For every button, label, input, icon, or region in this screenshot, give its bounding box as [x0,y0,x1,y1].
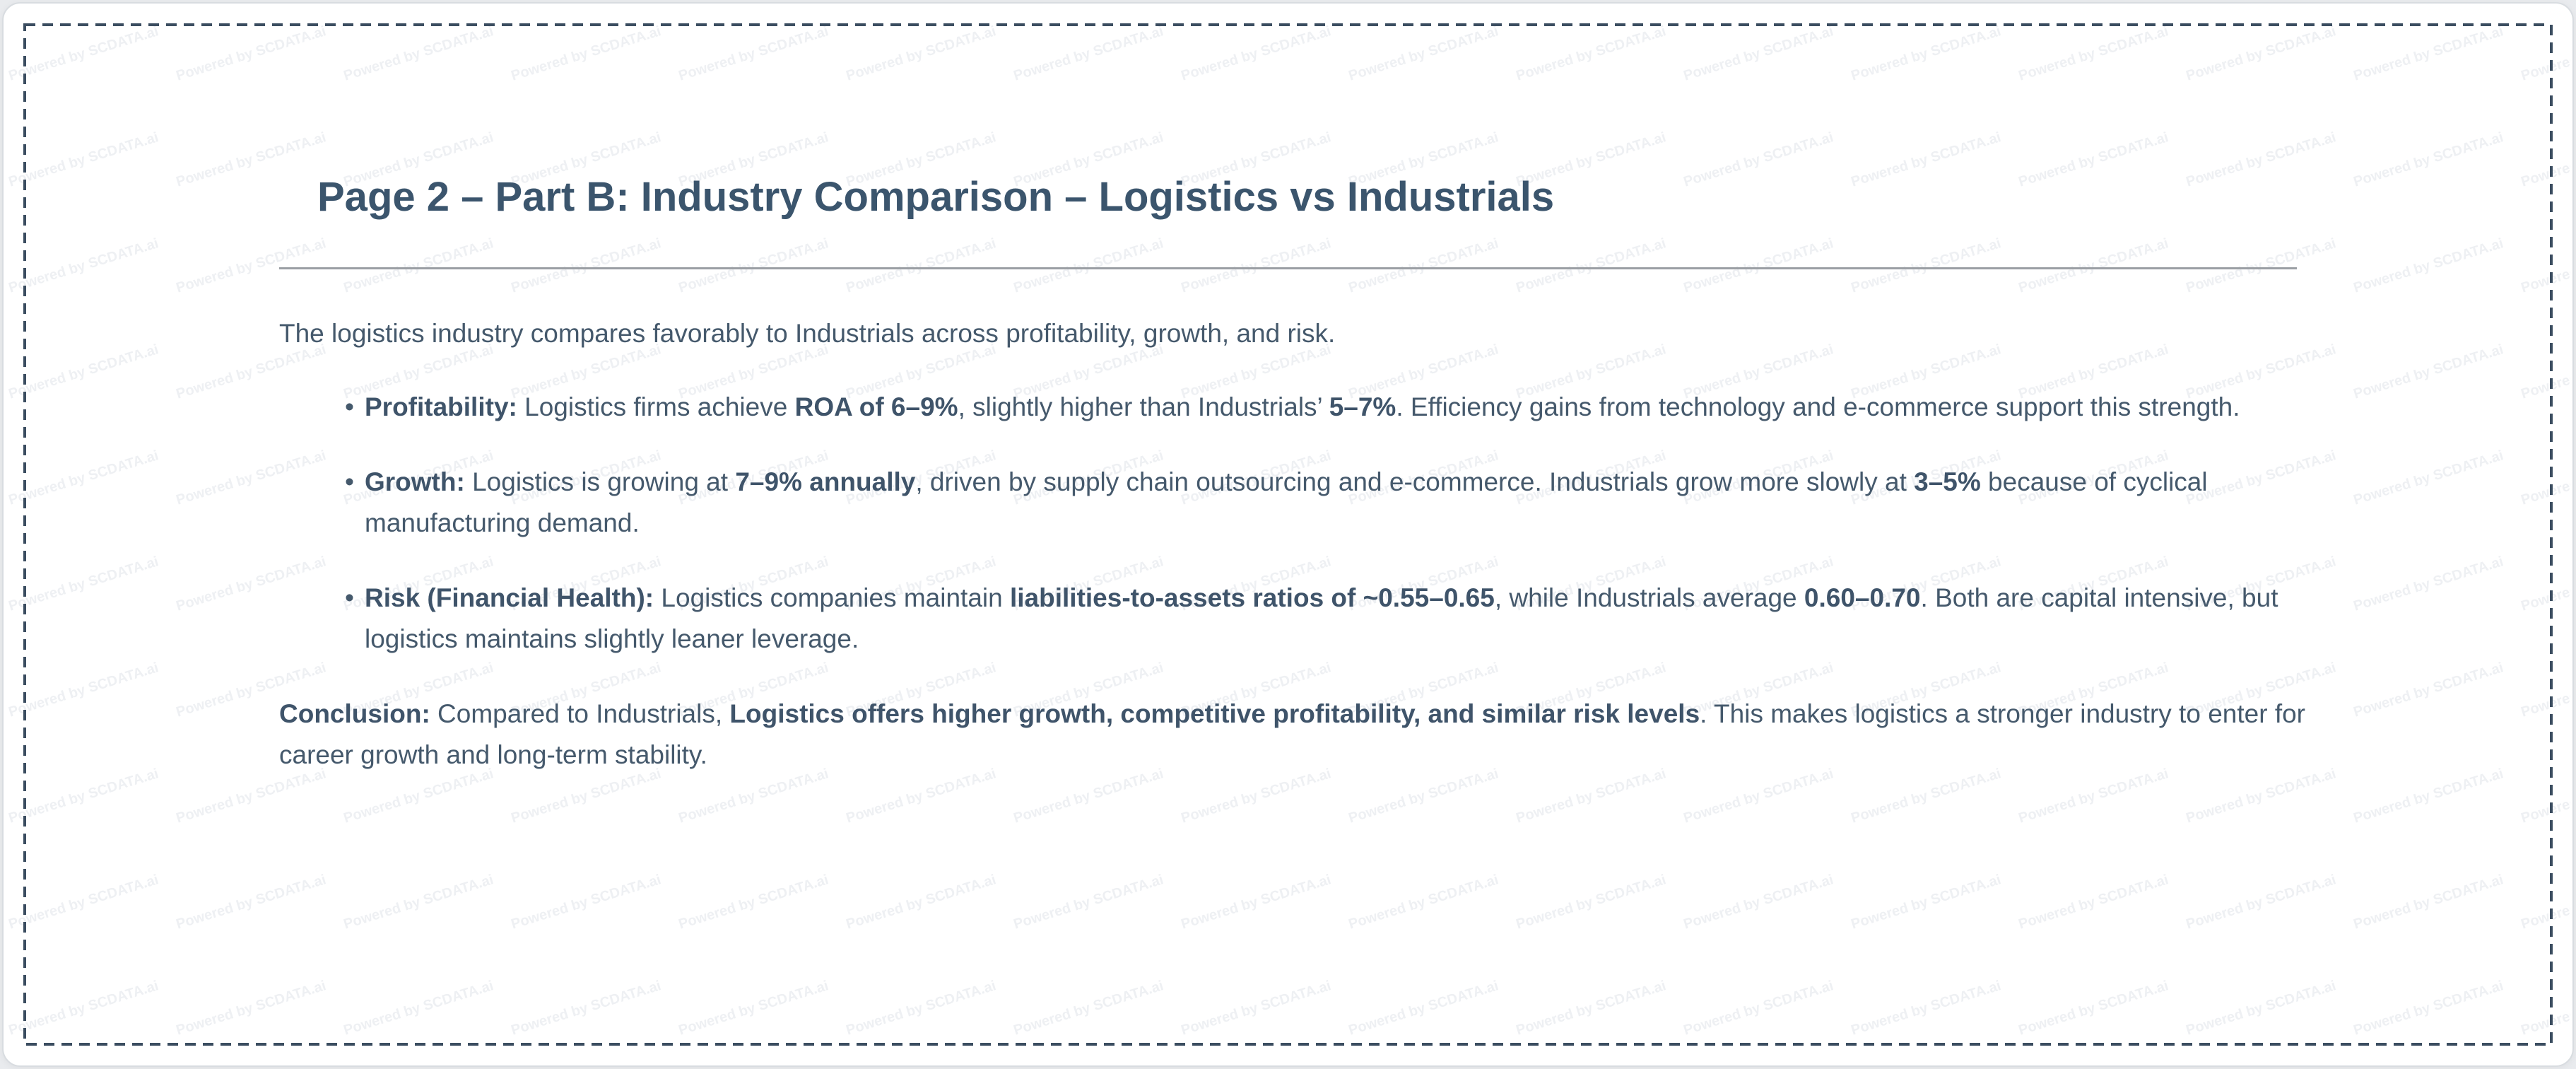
bullet-run: ROA of 6–9% [794,392,958,421]
bullet-run: Profitability: [365,392,517,421]
bullet-run: Logistics companies maintain [654,583,1010,612]
bullet-run: , driven by supply chain outsourcing and… [915,467,1915,496]
bullet-marker: • [345,467,354,496]
intro-paragraph: The logistics industry compares favorabl… [279,319,1336,348]
bullet-run: 7–9% annually [735,467,916,496]
conclusion-run: Conclusion: [279,699,430,728]
bullet-run: 3–5% [1914,467,1981,496]
bullet-run: . Efficiency gains from technology and e… [1396,392,2240,421]
title-divider [279,267,2297,269]
bullet-run: , slightly higher than Industrials’ [958,392,1329,421]
bullet-growth: • Growth: Logistics is growing at 7–9% an… [345,462,2375,544]
conclusion-run: Logistics offers higher growth, competit… [729,699,1700,728]
bullet-run: Logistics firms achieve [517,392,795,421]
bullet-profitability: • Profitability: Logistics firms achieve … [345,387,2375,428]
bullet-run: Risk (Financial Health): [365,583,654,612]
conclusion-paragraph: Conclusion: Compared to Industrials, Log… [279,694,2375,776]
page-title: Page 2 – Part B: Industry Comparison – L… [317,174,1555,220]
bullet-marker: • [345,392,354,421]
document-content: Page 2 – Part B: Industry Comparison – L… [279,174,2375,776]
conclusion-run: Compared to Industrials, [430,699,730,728]
comparison-bullet-list: • Profitability: Logistics firms achieve … [279,387,2375,660]
bullet-run: liabilities-to-assets ratios of ~0.55–0.… [1010,583,1495,612]
bullet-run: Logistics is growing at [464,467,736,496]
bullet-marker: • [345,583,354,612]
bullet-run: , while Industrials average [1494,583,1804,612]
bullet-risk: • Risk (Financial Health): Logistics comp… [345,578,2375,660]
bullet-run: Growth: [365,467,465,496]
bullet-run: 5–7% [1329,392,1396,421]
bullet-run: 0.60–0.70 [1804,583,1921,612]
